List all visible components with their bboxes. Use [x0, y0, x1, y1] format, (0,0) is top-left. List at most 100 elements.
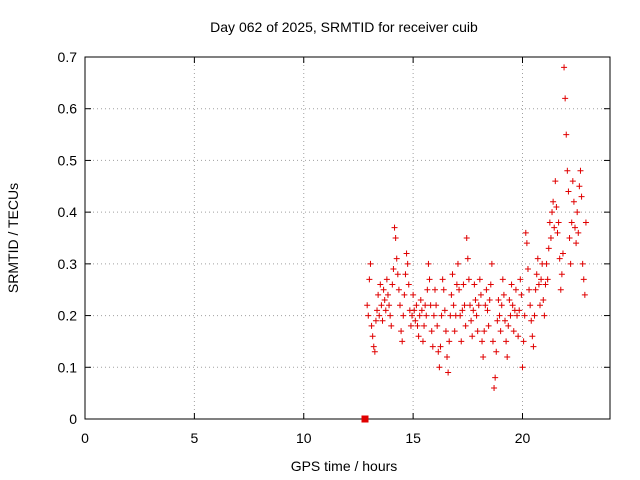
y-tick-label: 0.1: [58, 359, 78, 375]
data-point: [488, 260, 495, 267]
data-point: [442, 328, 449, 335]
data-point: [391, 224, 398, 231]
data-point: [375, 291, 382, 298]
data-point: [480, 353, 487, 360]
data-point: [481, 328, 488, 335]
data-point: [538, 276, 545, 283]
data-point: [510, 328, 517, 335]
data-point: [425, 260, 432, 267]
data-point: [416, 312, 423, 319]
data-point: [579, 260, 586, 267]
plot-frame: [84, 56, 611, 420]
data-point: [388, 322, 395, 329]
data-point: [366, 276, 373, 283]
data-point: [485, 322, 492, 329]
data-point: [509, 302, 516, 309]
data-point: [367, 260, 374, 267]
data-point: [448, 291, 455, 298]
data-point: [423, 312, 430, 319]
data-point: [573, 240, 580, 247]
data-point: [365, 312, 372, 319]
data-point: [535, 281, 542, 288]
y-tick-label: 0.6: [58, 101, 78, 117]
data-point: [555, 219, 562, 226]
data-point: [426, 276, 433, 283]
data-point: [430, 312, 437, 319]
data-point: [399, 338, 406, 345]
data-point: [482, 302, 489, 309]
x-tick-label: 10: [296, 430, 312, 446]
data-point: [541, 312, 548, 319]
data-point: [405, 281, 412, 288]
y-tick-label: 0.3: [58, 256, 78, 272]
x-tick-labels: 0 5 10 15 20: [81, 430, 530, 446]
x-tick-label: 20: [515, 430, 531, 446]
data-point: [401, 291, 408, 298]
data-point: [549, 209, 556, 216]
data-point: [370, 343, 377, 350]
data-point: [476, 276, 483, 283]
data-point: [453, 281, 460, 288]
data-point: [436, 364, 443, 371]
data-point: [438, 312, 445, 319]
data-point: [580, 276, 587, 283]
data-points: [364, 64, 589, 391]
data-point: [382, 307, 389, 314]
data-point: [390, 266, 397, 273]
data-point: [552, 178, 559, 185]
data-point: [494, 317, 501, 324]
data-point: [557, 286, 564, 293]
data-point: [542, 281, 549, 288]
data-point: [369, 333, 376, 340]
data-point: [467, 302, 473, 309]
data-point: [380, 286, 387, 293]
data-point: [393, 255, 400, 262]
data-point: [427, 302, 434, 309]
data-point: [515, 333, 522, 340]
data-point: [506, 297, 513, 304]
data-point: [529, 333, 536, 340]
data-point: [565, 188, 572, 195]
data-point: [368, 322, 375, 329]
data-point: [414, 322, 421, 329]
data-point: [437, 343, 444, 350]
data-point: [411, 307, 418, 314]
data-point: [376, 312, 383, 319]
data-point: [384, 291, 391, 298]
data-point: [533, 271, 540, 278]
data-point: [486, 297, 493, 304]
data-point: [387, 312, 394, 319]
data-point: [484, 307, 491, 314]
data-point: [530, 343, 537, 350]
data-point: [528, 317, 535, 324]
data-point: [518, 291, 525, 298]
y-tick-label: 0.7: [58, 49, 78, 65]
data-point: [447, 312, 454, 319]
data-point: [475, 302, 482, 309]
data-point: [468, 317, 475, 324]
data-point: [545, 245, 552, 252]
data-point: [461, 302, 468, 309]
data-point: [465, 276, 472, 283]
data-point: [496, 312, 503, 319]
data-point: [567, 260, 574, 267]
data-point: [444, 353, 451, 360]
data-point: [523, 240, 530, 247]
data-point: [364, 302, 371, 309]
data-point: [572, 224, 578, 231]
axis-ticks: [84, 56, 610, 420]
data-point: [456, 286, 463, 293]
data-point: [454, 260, 461, 267]
data-point: [429, 343, 436, 350]
data-point: [383, 276, 390, 283]
x-tick-label: 0: [81, 430, 89, 446]
data-point: [395, 286, 402, 293]
data-point: [519, 364, 526, 371]
data-point: [540, 297, 547, 304]
data-point: [497, 328, 504, 335]
data-point: [575, 229, 582, 236]
data-point: [537, 302, 543, 309]
data-point: [554, 229, 561, 236]
data-point: [417, 297, 424, 304]
